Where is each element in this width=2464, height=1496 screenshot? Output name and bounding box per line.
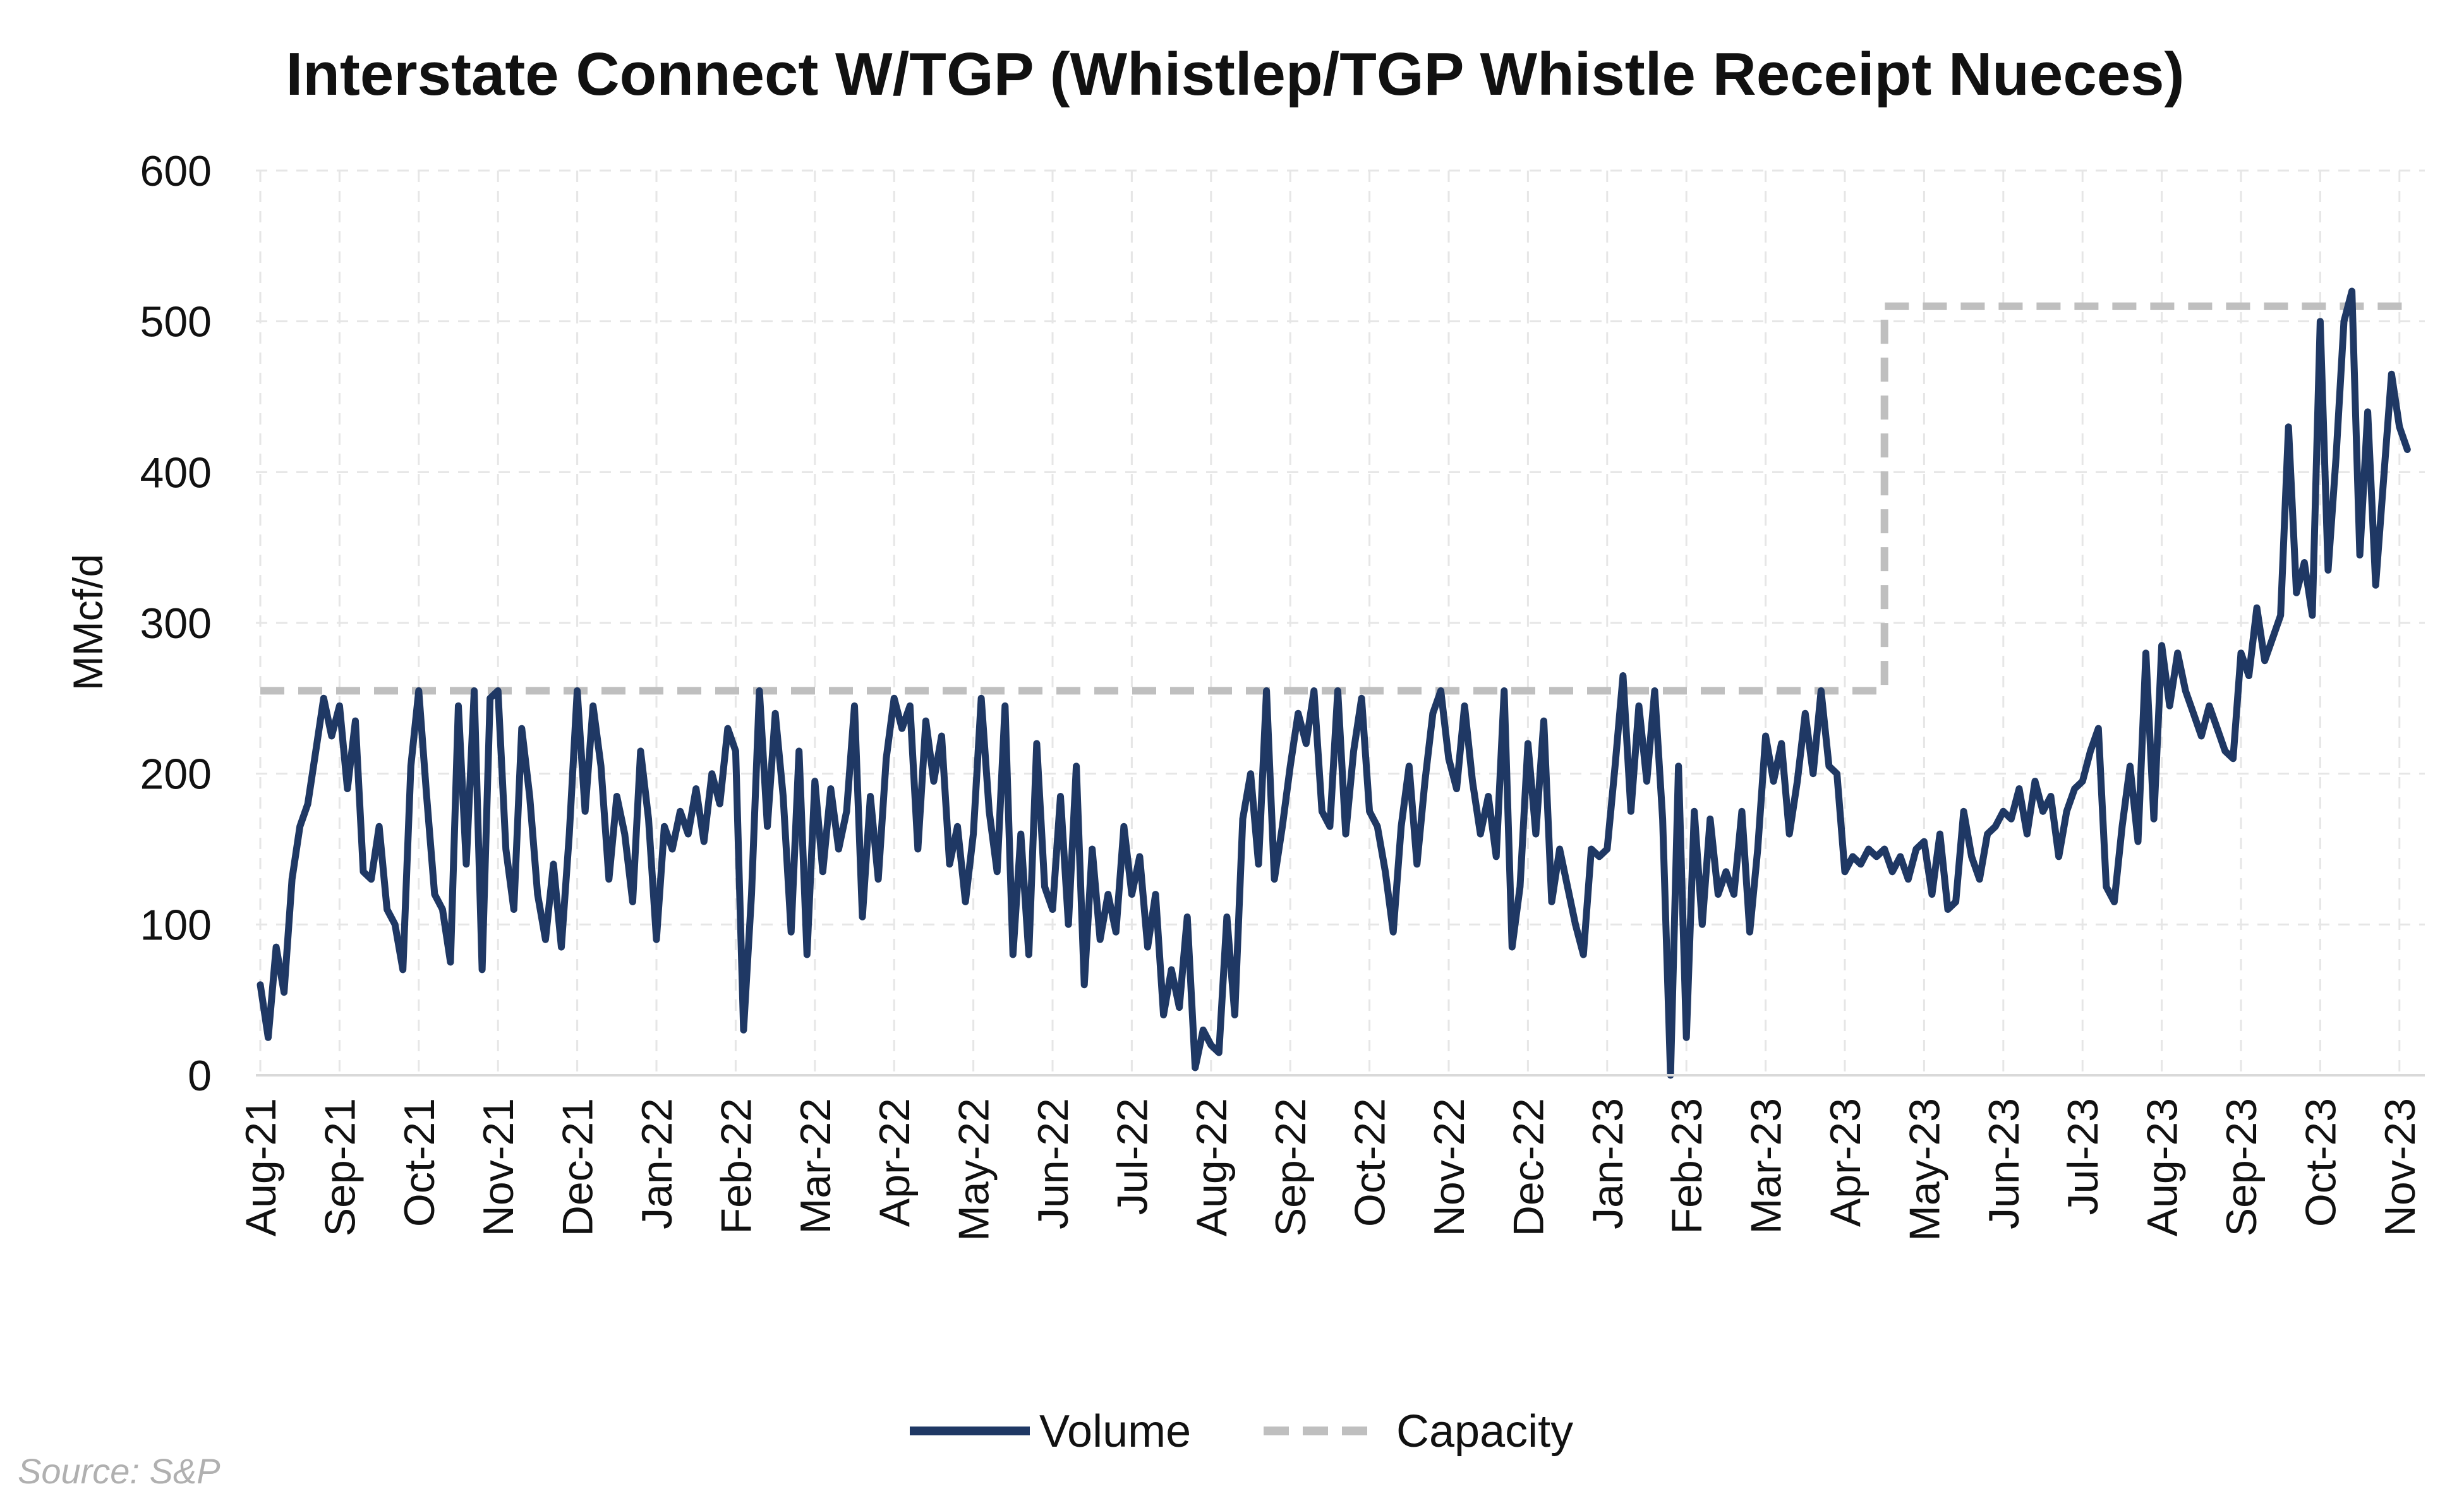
legend-item-capacity: Capacity: [1264, 1406, 1573, 1457]
x-tick-label: Jan-22: [633, 1098, 681, 1229]
x-axis-ticks: Aug-21 Sep-21 Oct-21 Nov-21 Dec-21 Jan-22 Feb-…: [237, 1098, 2424, 1241]
x-tick-label: Nov-23: [2376, 1098, 2424, 1236]
x-tick-label: Apr-23: [1821, 1098, 1869, 1227]
x-tick-label: Nov-21: [474, 1098, 522, 1236]
y-tick-label: 400: [140, 449, 212, 497]
x-tick-label: Sep-21: [316, 1098, 364, 1236]
x-tick-label: Oct-23: [2297, 1098, 2345, 1227]
y-tick-label: 600: [140, 147, 212, 195]
y-tick-label: 300: [140, 600, 212, 648]
x-tick-label: Sep-23: [2218, 1098, 2266, 1236]
x-tick-label: Mar-23: [1742, 1098, 1791, 1234]
x-tick-label: Dec-21: [554, 1098, 602, 1236]
legend-item-volume: Volume: [910, 1406, 1191, 1457]
x-tick-label: Aug-21: [237, 1098, 285, 1236]
source-note: Source: S&P: [18, 1451, 220, 1491]
chart-title: Interstate Connect W/TGP (Whistlep/TGP W…: [286, 40, 2185, 108]
x-tick-label: Jan-23: [1584, 1098, 1632, 1229]
y-tick-label: 500: [140, 298, 212, 346]
x-tick-label: Feb-23: [1663, 1098, 1711, 1234]
x-tick-label: Nov-22: [1425, 1098, 1473, 1236]
legend: Volume Capacity: [910, 1406, 1573, 1457]
grid-layer: [256, 169, 2425, 1075]
x-tick-label: Jun-23: [1980, 1098, 2028, 1229]
x-tick-label: Oct-21: [396, 1098, 444, 1227]
x-tick-label: Aug-23: [2139, 1098, 2187, 1236]
x-tick-label: May-23: [1900, 1098, 1948, 1241]
x-tick-label: Dec-22: [1504, 1098, 1552, 1236]
legend-label-volume: Volume: [1039, 1406, 1191, 1457]
y-tick-label: 100: [140, 901, 212, 949]
y-tick-label: 0: [188, 1052, 212, 1100]
x-tick-label: Oct-22: [1346, 1098, 1394, 1227]
x-tick-label: May-22: [950, 1098, 998, 1241]
x-tick-label: Sep-22: [1267, 1098, 1315, 1236]
x-tick-label: Apr-22: [871, 1098, 919, 1227]
legend-label-capacity: Capacity: [1396, 1406, 1573, 1457]
y-tick-label: 200: [140, 751, 212, 799]
y-axis-label: MMcf/d: [64, 554, 111, 691]
series-line-capacity: [260, 302, 2408, 695]
y-axis-ticks: 0 100 200 300 400 500 600: [140, 147, 212, 1100]
x-tick-label: Jul-22: [1108, 1098, 1156, 1215]
x-tick-label: Feb-22: [712, 1098, 760, 1234]
x-tick-label: Jun-22: [1029, 1098, 1077, 1229]
x-tick-label: Mar-22: [792, 1098, 840, 1234]
series-layer: [257, 287, 2411, 1079]
series-line-volume: [257, 287, 2411, 1079]
x-tick-label: Jul-23: [2059, 1098, 2107, 1215]
x-tick-label: Aug-22: [1188, 1098, 1236, 1236]
